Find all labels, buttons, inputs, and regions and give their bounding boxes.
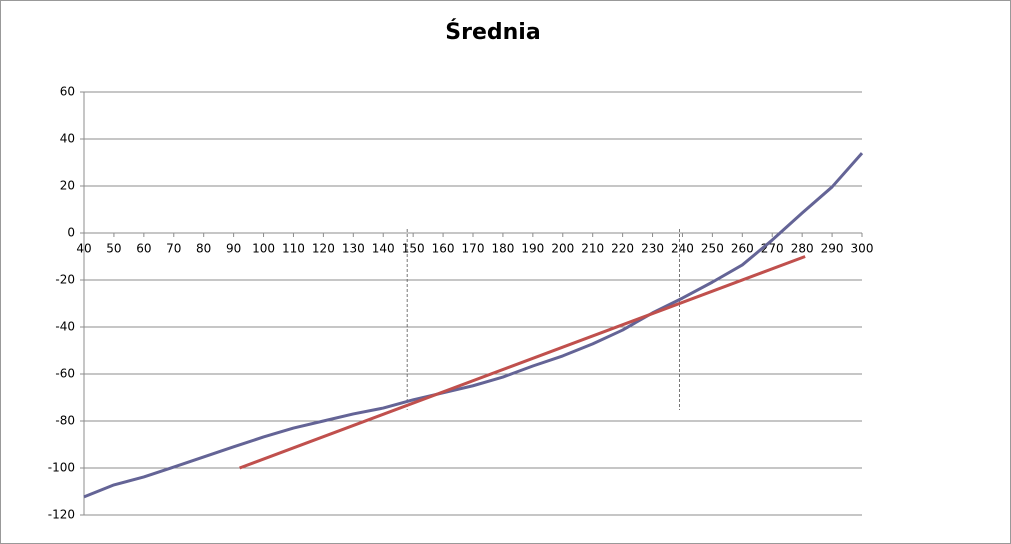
x-tick-label: 100 [252, 242, 275, 256]
x-tick-label: 250 [701, 242, 724, 256]
y-tick-label: -80 [55, 414, 75, 428]
x-tick-label: 80 [196, 242, 211, 256]
x-tick-label: 90 [226, 242, 241, 256]
x-tick-label: 120 [312, 242, 335, 256]
x-tick-label: 40 [76, 242, 91, 256]
x-tick-label: 260 [731, 242, 754, 256]
y-tick-label: -20 [55, 273, 75, 287]
y-tick-label: -100 [48, 461, 75, 475]
y-tick-label: 0 [67, 226, 75, 240]
y-tick-label: -120 [48, 508, 75, 522]
x-tick-label: 180 [491, 242, 514, 256]
x-tick-label: 140 [372, 242, 395, 256]
x-tick-label: 150 [402, 242, 425, 256]
x-tick-label: 190 [521, 242, 544, 256]
y-tick-label: 40 [60, 132, 75, 146]
x-tick-label: 290 [821, 242, 844, 256]
x-tick-label: 130 [342, 242, 365, 256]
x-tick-label: 50 [106, 242, 121, 256]
y-tick-label: -60 [55, 367, 75, 381]
x-tick-label: 110 [282, 242, 305, 256]
chart-title: Średnia [445, 19, 540, 45]
x-tick-label: 60 [136, 242, 151, 256]
data-line [239, 255, 806, 470]
x-tick-label: 280 [791, 242, 814, 256]
x-tick-label: 170 [462, 242, 485, 256]
x-tick-label: 200 [551, 242, 574, 256]
y-tick-label: -40 [55, 320, 75, 334]
y-tick-label: 20 [60, 179, 75, 193]
y-tick-label: 60 [60, 85, 75, 99]
x-tick-label: 220 [611, 242, 634, 256]
data-line [83, 152, 864, 499]
x-tick-label: 70 [166, 242, 181, 256]
x-tick-label: 210 [581, 242, 604, 256]
x-tick-label: 230 [641, 242, 664, 256]
x-tick-label: 240 [671, 242, 694, 256]
x-tick-label: 300 [851, 242, 874, 256]
x-tick-label: 160 [432, 242, 455, 256]
